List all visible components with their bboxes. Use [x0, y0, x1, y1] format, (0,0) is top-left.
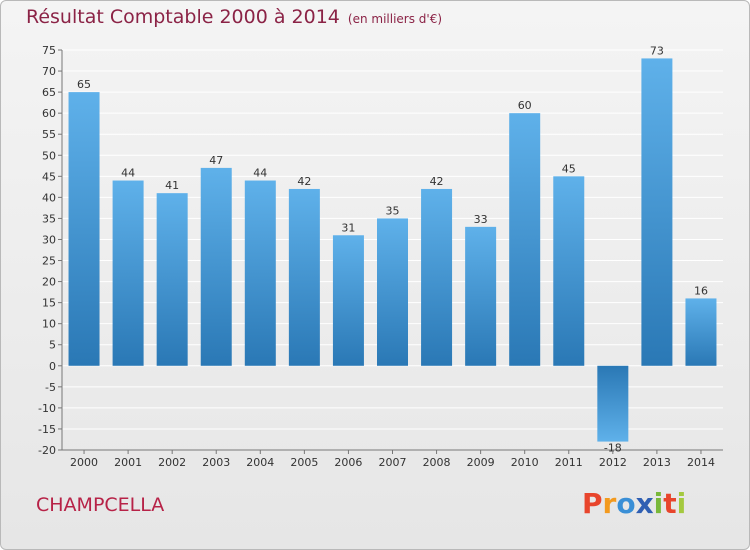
x-tick-label: 2010 — [511, 456, 539, 469]
x-tick-label: 2014 — [687, 456, 715, 469]
x-tick-label: 2003 — [202, 456, 230, 469]
data-label: 35 — [386, 204, 400, 217]
x-tick-label: 2008 — [423, 456, 451, 469]
x-tick-label: 2009 — [467, 456, 495, 469]
x-tick-label: 2004 — [246, 456, 274, 469]
bar — [597, 365, 629, 442]
logo-letter: t — [663, 487, 677, 520]
logo-letter: r — [602, 487, 617, 520]
bar — [553, 176, 585, 366]
proxiti-logo: Proxiti — [582, 487, 686, 520]
x-tick-label: 2013 — [643, 456, 671, 469]
logo-letter: x — [635, 487, 654, 520]
y-tick-label: -20 — [38, 444, 56, 457]
data-label: 41 — [165, 179, 179, 192]
y-tick-label: 10 — [42, 318, 56, 331]
y-tick-label: -15 — [38, 423, 56, 436]
data-label: 73 — [650, 44, 664, 57]
data-label: 16 — [694, 284, 708, 297]
y-tick-label: 35 — [42, 212, 56, 225]
x-tick-label: 2000 — [70, 456, 98, 469]
x-tick-label: 2006 — [334, 456, 362, 469]
x-tick-label: 2005 — [290, 456, 318, 469]
logo-letter: P — [582, 487, 603, 520]
y-tick-label: 15 — [42, 297, 56, 310]
bar — [112, 180, 144, 366]
data-label: 65 — [77, 78, 91, 91]
y-tick-label: 55 — [42, 128, 56, 141]
y-tick-label: 65 — [42, 86, 56, 99]
logo-letter: o — [616, 487, 636, 520]
bar — [465, 226, 497, 366]
data-label: 44 — [121, 167, 135, 180]
bar — [68, 92, 100, 366]
y-tick-label: 75 — [42, 44, 56, 57]
chart-title-block: Résultat Comptable 2000 à 2014 (en millie… — [26, 6, 442, 36]
y-tick-label: 40 — [42, 191, 56, 204]
bar — [288, 188, 320, 366]
bar — [685, 298, 717, 366]
y-tick-label: 20 — [42, 276, 56, 289]
y-tick-label: -5 — [45, 381, 56, 394]
data-label: 33 — [474, 213, 488, 226]
y-tick-label: 50 — [42, 149, 56, 162]
data-label: 44 — [253, 167, 267, 180]
data-label: 42 — [430, 175, 444, 188]
data-label: 31 — [341, 221, 355, 234]
y-tick-label: 70 — [42, 65, 56, 78]
bar — [200, 167, 232, 366]
bar — [421, 188, 453, 366]
chart-subtitle: (en milliers d'€) — [347, 12, 443, 26]
bar — [156, 193, 188, 366]
bar — [509, 113, 541, 366]
y-tick-label: 45 — [42, 170, 56, 183]
data-label: 47 — [209, 154, 223, 167]
y-tick-label: 25 — [42, 255, 56, 268]
bar — [332, 235, 364, 366]
x-tick-label: 2002 — [158, 456, 186, 469]
x-tick-label: 2001 — [114, 456, 142, 469]
logo-letter: i — [676, 487, 687, 520]
y-tick-label: 60 — [42, 107, 56, 120]
y-tick-label: 0 — [49, 360, 56, 373]
bar — [244, 180, 276, 366]
x-tick-label: 2012 — [599, 456, 627, 469]
x-tick-label: 2007 — [379, 456, 407, 469]
data-label: 45 — [562, 162, 576, 175]
y-tick-label: 30 — [42, 233, 56, 246]
bar — [377, 218, 408, 366]
commune-name: CHAMPCELLA — [36, 494, 165, 516]
y-tick-label: 5 — [49, 339, 56, 352]
data-label: 60 — [518, 99, 532, 112]
data-label: -18 — [604, 442, 622, 455]
data-label: 42 — [297, 175, 311, 188]
logo-letter: i — [653, 487, 664, 520]
chart-title: Résultat Comptable 2000 à 2014 — [26, 6, 340, 28]
y-tick-label: -10 — [38, 402, 56, 415]
x-tick-label: 2011 — [555, 456, 583, 469]
bar — [641, 58, 673, 366]
